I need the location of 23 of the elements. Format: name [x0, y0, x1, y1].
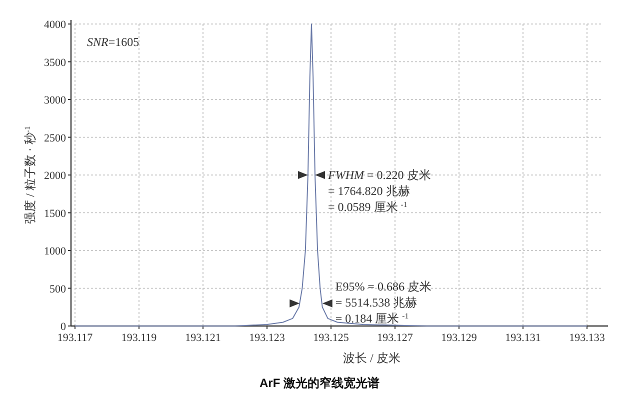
y-tick-label: 3500 — [44, 56, 66, 69]
y-tick-label: 1500 — [44, 208, 66, 220]
x-tick-label: 193.123 — [249, 332, 286, 344]
x-tick-label: 193.121 — [185, 332, 221, 344]
y-tick-label: 2500 — [44, 132, 66, 144]
x-tick-label: 193.131 — [505, 332, 541, 344]
x-tick-label: 193.133 — [569, 332, 606, 344]
x-tick-label: 193.119 — [121, 332, 158, 344]
x-tick-label: 193.125 — [313, 332, 350, 344]
y-tick-label: 500 — [50, 283, 66, 296]
annotation: FWHM = 0.220 皮米 = 1764.820 兆赫 = 0.0589 厘米 $^{-1}$ — [327, 168, 431, 214]
x-axis-title: 波长 / 皮米 — [343, 351, 400, 365]
y-tick-label: 0 — [60, 321, 66, 333]
y-tick-label: 3000 — [44, 94, 66, 106]
text: ArF 激光的窄线宽光谱 — [260, 376, 380, 390]
x-tick-label: 193.117 — [57, 332, 94, 344]
x-tick-label: 193.127 — [377, 332, 414, 344]
annotation: SNR=1605 — [87, 35, 140, 49]
x-tick-label: 193.129 — [441, 332, 478, 344]
annotation: E95% = 0.686 皮米 = 5514.538 兆赫 = 0.184 厘米 $^{-1}$ — [335, 279, 432, 326]
y-tick-label: 4000 — [44, 19, 66, 31]
y-tick-label: 2000 — [44, 170, 66, 182]
y-tick-label: 1000 — [44, 246, 66, 258]
